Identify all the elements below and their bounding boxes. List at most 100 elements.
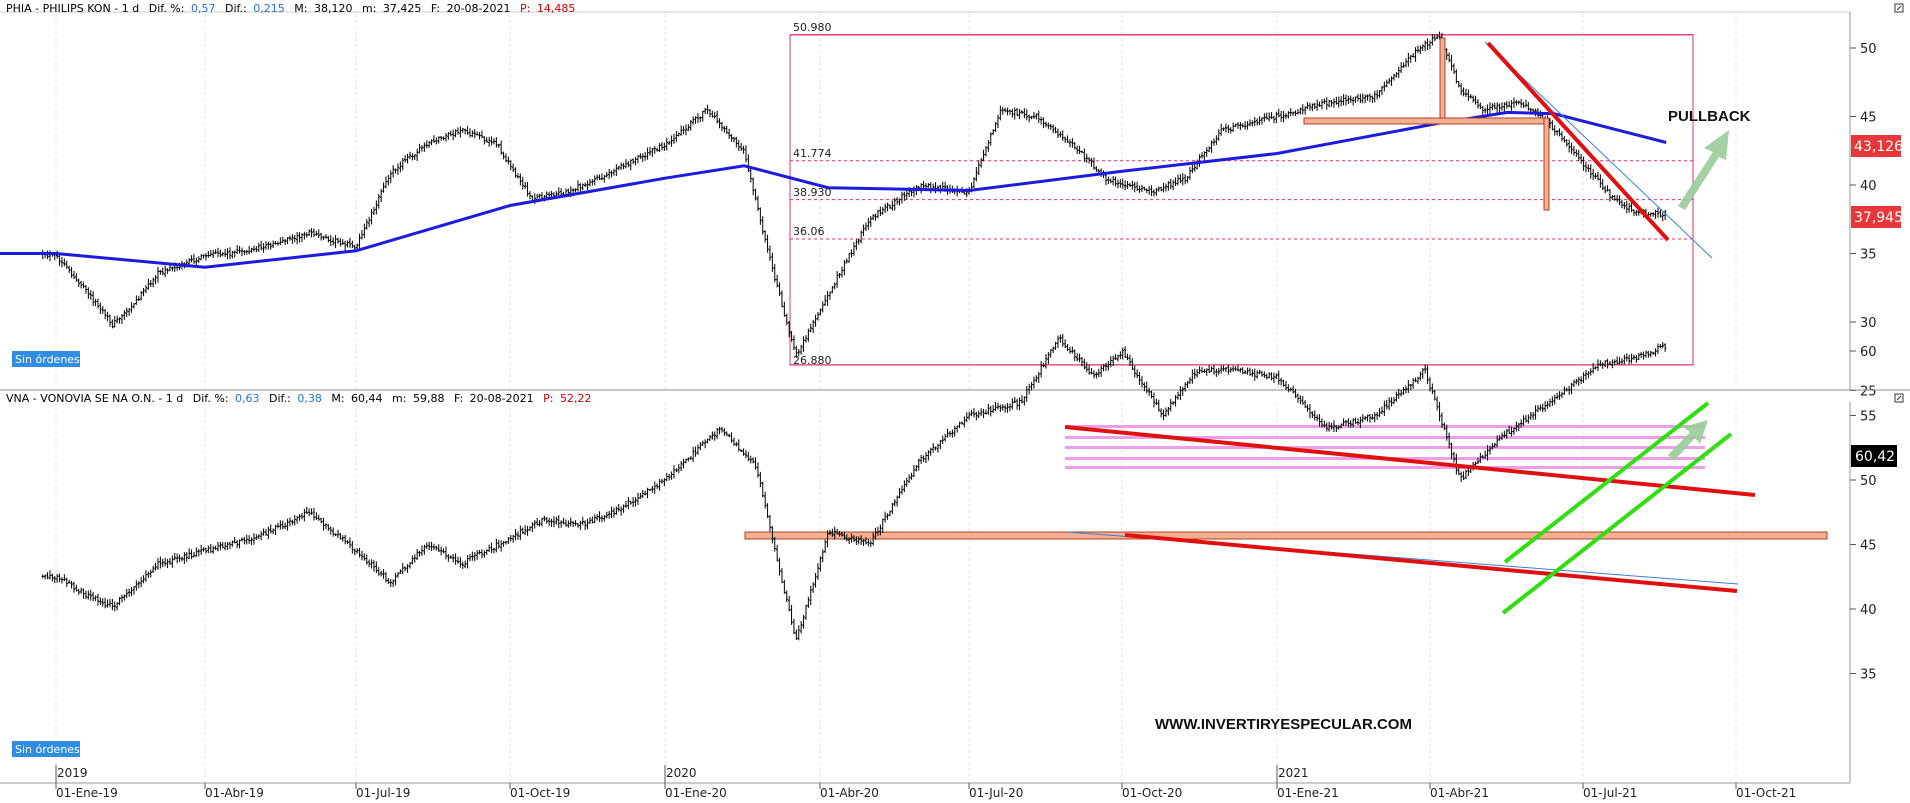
year-label: 2019 — [57, 766, 88, 780]
bottom-min-value: 59,88 — [413, 392, 445, 405]
top-y-axis: 25 30 35 40 45 50 — [1850, 42, 1877, 400]
watermark-text: WWW.INVERTIRYESPECULAR.COM — [1155, 716, 1412, 733]
bottom-y-tick-label: 40 — [1860, 603, 1877, 618]
target-line-2 — [1065, 436, 1705, 439]
pivot-candle-high — [1439, 37, 1446, 125]
bottom-dif-value: 0,38 — [297, 392, 322, 405]
top-gridlines — [55, 14, 1737, 390]
fib-label-50: 38.930 — [793, 186, 832, 199]
target-line-5 — [1065, 466, 1705, 469]
pullback-label: PULLBACK — [1668, 108, 1751, 125]
top-fibonacci — [789, 34, 1694, 366]
vna-last-price-badge-text: 60,42 — [1855, 449, 1895, 465]
top-y-tick-label: 50 — [1860, 42, 1877, 57]
support-band — [744, 531, 1828, 540]
bottom-y-tick-label: 55 — [1860, 410, 1877, 425]
top-max-label: M: — [294, 2, 307, 15]
x-tick-label: 01-Ene-21 — [1277, 786, 1339, 800]
bottom-header: VNA - VONOVIA SE NA O.N. - 1 d Dif. %: 0… — [6, 392, 591, 405]
ma-value-badge — [1851, 135, 1901, 157]
breakout-arrow — [1668, 420, 1708, 461]
top-date-label: F: — [431, 2, 440, 15]
bottom-dif-pct-label: Dif. %: — [193, 392, 229, 405]
top-expand-icon[interactable] — [1894, 3, 1904, 13]
bottom-date-label: F: — [454, 392, 463, 405]
lower-trendline — [1124, 533, 1738, 593]
bottom-expand-icon-arrow — [1896, 395, 1902, 401]
top-status-text: Sin órdenes — [15, 353, 80, 366]
x-tick-label: 01-Jul-21 — [1583, 786, 1637, 800]
top-y-tick-label: 25 — [1860, 385, 1877, 400]
downtrend-line — [1486, 41, 1670, 242]
x-tick-label: 01-Oct-19 — [510, 786, 570, 800]
bottom-y-tick-label: 50 — [1860, 474, 1877, 489]
support-zone — [1303, 117, 1549, 125]
bottom-expand-icon[interactable] — [1894, 393, 1904, 403]
x-tick-label: 01-Abr-19 — [205, 786, 264, 800]
top-y-tick-label: 35 — [1860, 248, 1877, 263]
upper-trendline — [1064, 425, 1756, 497]
x-axis: 01-Ene-19 01-Abr-19 01-Jul-19 01-Oct-19 01-E… — [0, 765, 1850, 800]
top-status-badge — [12, 351, 80, 367]
top-y-tick-label: 45 — [1860, 111, 1877, 126]
bottom-p-value: 52,22 — [560, 392, 592, 405]
last-price-badge — [1851, 206, 1901, 228]
year-label: 2020 — [666, 766, 697, 780]
top-date-value: 20-08-2021 — [447, 2, 511, 15]
top-panel: PULLBACK 50.980 41.774 38.930 36.06 26.8… — [0, 2, 1904, 400]
bottom-p-label: P: — [543, 392, 553, 405]
last-price-badge-text: 37,945 — [1854, 210, 1903, 226]
bottom-y-tick-label: 35 — [1860, 668, 1877, 683]
channel-lower-line — [1501, 432, 1733, 615]
x-axis-ticks: 01-Ene-19 01-Abr-19 01-Jul-19 01-Oct-19 01-E… — [55, 765, 1796, 800]
channel-upper-line — [1503, 401, 1710, 564]
year-label: 2021 — [1278, 766, 1309, 780]
top-p-label: P: — [520, 2, 530, 15]
top-min-value: 37,425 — [383, 2, 422, 15]
x-tick-label: 01-Oct-20 — [1122, 786, 1182, 800]
bottom-y-axis: 35 40 45 50 55 60 — [1850, 345, 1877, 683]
x-tick-label: 01-Jul-20 — [969, 786, 1023, 800]
top-dif-pct-value: 0,57 — [191, 2, 216, 15]
bottom-max-label: M: — [331, 392, 344, 405]
top-dif-value: 0,215 — [253, 2, 285, 15]
fib-level-labels: 50.980 41.774 38.930 36.06 26.880 — [793, 21, 832, 367]
fib-label-382: 41.774 — [793, 147, 832, 160]
fib-label-0: 26.880 — [793, 354, 832, 367]
top-dif-pct-label: Dif. %: — [149, 2, 185, 15]
top-max-value: 38,120 — [314, 2, 353, 15]
ma-value-badge-text: 43,126 — [1854, 139, 1903, 155]
fib-label-618: 36.06 — [793, 225, 825, 238]
thin-trendline — [1484, 41, 1713, 259]
top-header: PHIA - PHILIPS KON - 1 d Dif. %: 0,57 Di… — [6, 2, 575, 15]
bottom-drawings — [1064, 401, 1756, 615]
bottom-max-value: 60,44 — [351, 392, 383, 405]
bottom-y-tick-label: 60 — [1860, 345, 1877, 360]
bottom-price-bars — [41, 333, 1667, 641]
x-tick-label: 01-Abr-20 — [820, 786, 879, 800]
vna-last-price-badge — [1851, 445, 1897, 467]
target-line-3 — [1065, 446, 1705, 449]
breakdown-candle — [1543, 117, 1550, 211]
top-p-value: 14,485 — [537, 2, 576, 15]
x-tick-label: 01-Ene-20 — [665, 786, 727, 800]
top-dif-label: Dif.: — [225, 2, 247, 15]
top-moving-average — [0, 110, 1667, 269]
target-line-1 — [1065, 425, 1705, 428]
top-y-tick-label: 30 — [1860, 316, 1877, 331]
top-min-label: m: — [362, 2, 376, 15]
bottom-status-badge — [12, 741, 80, 757]
bottom-dif-label: Dif.: — [269, 392, 291, 405]
bottom-y-tick-label: 45 — [1860, 539, 1877, 554]
fib-label-100: 50.980 — [793, 21, 832, 34]
x-tick-label: 01-Ene-19 — [56, 786, 118, 800]
x-tick-label: 01-Jul-19 — [356, 786, 410, 800]
bottom-date-value: 20-08-2021 — [470, 392, 534, 405]
bottom-min-label: m: — [392, 392, 406, 405]
bottom-dif-pct-value: 0,63 — [235, 392, 260, 405]
top-symbol: PHIA - PHILIPS KON - 1 d — [6, 2, 139, 15]
top-price-badges: 43,126 37,945 — [1851, 135, 1903, 228]
top-drawings: PULLBACK — [1303, 37, 1751, 259]
